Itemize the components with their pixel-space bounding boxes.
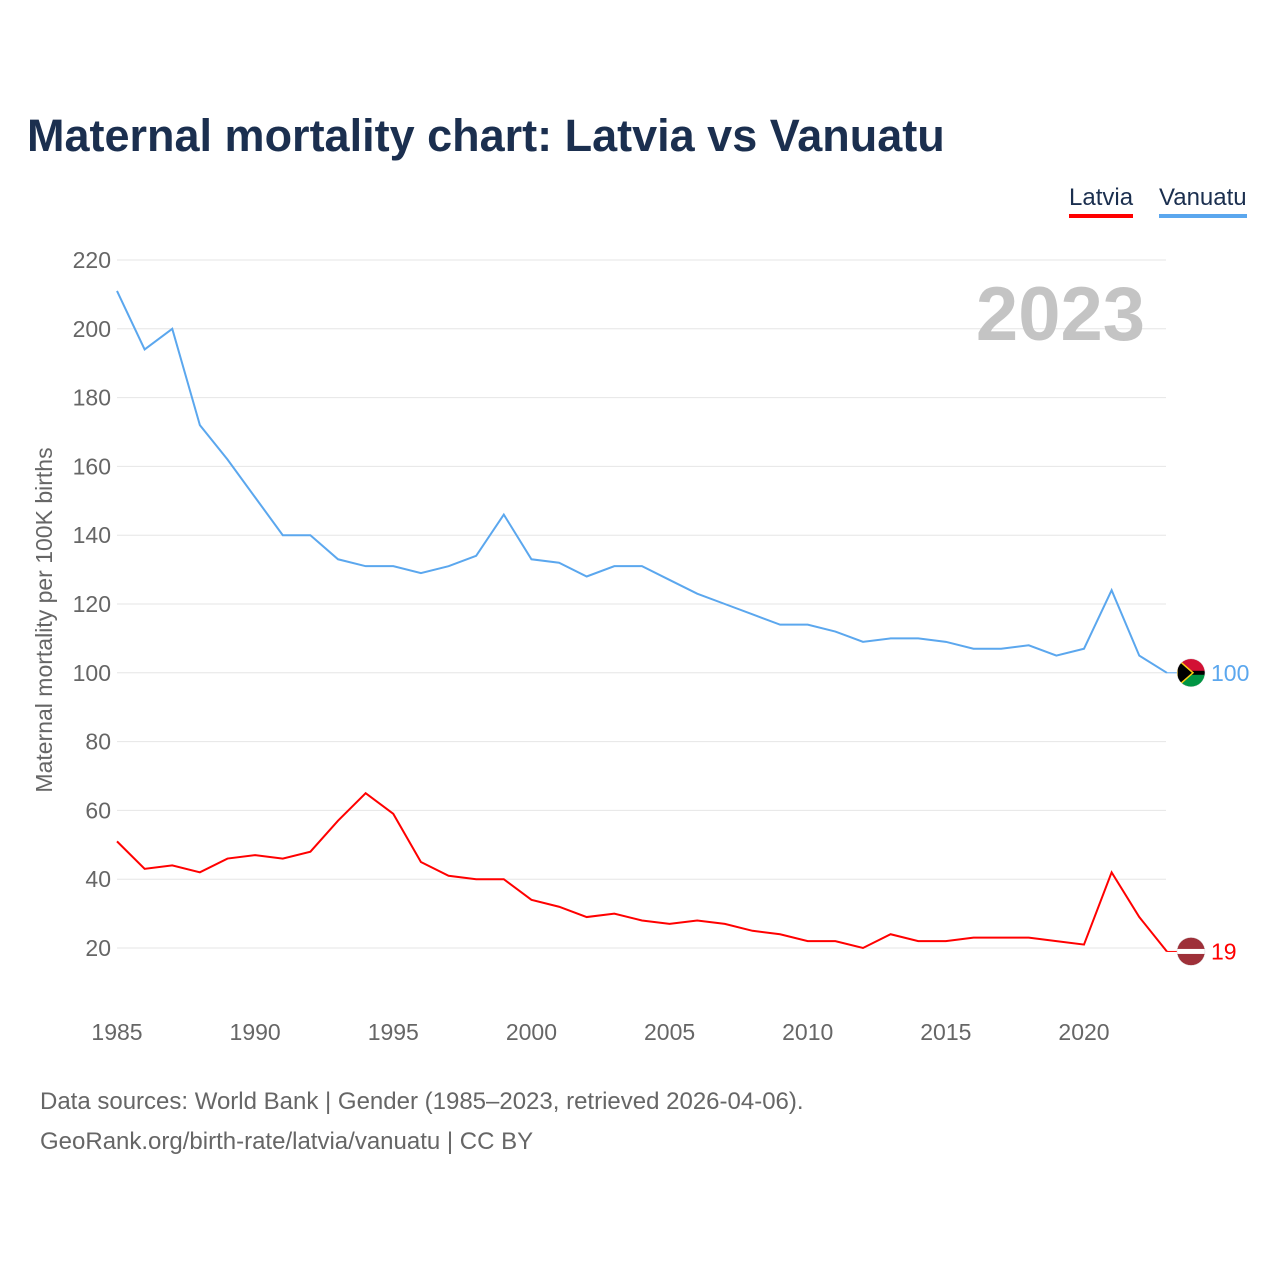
y-tick-label: 140 <box>73 522 111 548</box>
y-tick-label: 100 <box>73 660 111 686</box>
x-tick-label: 1990 <box>230 1019 281 1045</box>
chart-title: Maternal mortality chart: Latvia vs Vanu… <box>27 110 945 161</box>
y-tick-label: 60 <box>85 797 111 823</box>
flag-border <box>1176 937 1206 966</box>
x-tick-label: 1985 <box>91 1019 142 1045</box>
series-line-latvia <box>116 791 1168 953</box>
y-tick-label: 160 <box>73 453 111 479</box>
y-tick-label: 180 <box>73 385 111 411</box>
end-value-label: 100 <box>1211 660 1249 686</box>
y-tick-label: 120 <box>73 591 111 617</box>
legend-latvia[interactable]: Latvia <box>1069 184 1134 218</box>
series-line-vanuatu <box>116 290 1168 674</box>
y-tick-label: 220 <box>73 247 111 273</box>
y-tick-label: 20 <box>85 935 111 961</box>
legend-vanuatu[interactable]: Vanuatu <box>1159 184 1247 218</box>
footer-url[interactable]: GeoRank.org/birth-rate/latvia/vanuatu | … <box>40 1128 534 1155</box>
x-tick-label: 2010 <box>782 1019 833 1045</box>
vanuatu-flag-icon <box>1176 658 1206 688</box>
x-tick-label: 2015 <box>920 1019 971 1045</box>
latvia-flag-icon <box>1176 937 1206 966</box>
flag-white <box>1177 948 1205 954</box>
y-axis-label: Maternal mortality per 100K births <box>31 447 57 792</box>
x-tick-label: 1995 <box>368 1019 419 1045</box>
year-watermark: 2023 <box>976 272 1145 357</box>
flag-body <box>1177 937 1205 966</box>
end-value-label: 19 <box>1211 938 1237 964</box>
flag-triangle <box>1177 658 1195 687</box>
footer-source: Data sources: World Bank | Gender (1985–… <box>40 1088 804 1115</box>
y-tick-label: 200 <box>73 316 111 342</box>
x-tick-label: 2000 <box>506 1019 557 1045</box>
flag-body <box>1177 658 1205 687</box>
flag-border <box>1176 658 1206 688</box>
x-tick-label: 2020 <box>1058 1019 1109 1045</box>
y-tick-label: 80 <box>85 729 111 755</box>
y-tick-label: 40 <box>85 866 111 892</box>
x-tick-label: 2005 <box>644 1019 695 1045</box>
